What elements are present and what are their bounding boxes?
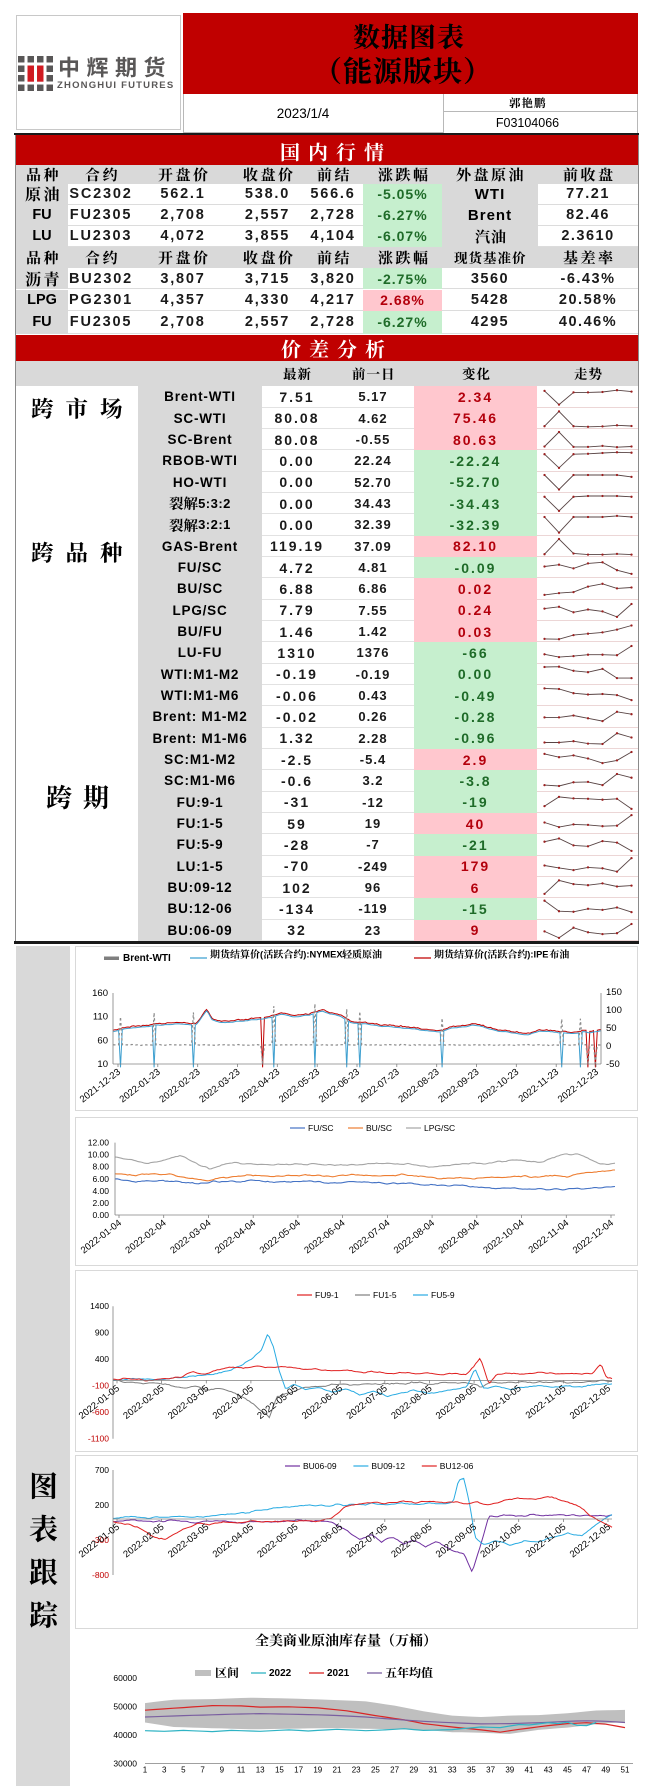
svg-text:FU1-5: FU1-5 [373, 1290, 397, 1300]
svg-text:17: 17 [294, 1766, 303, 1775]
svg-text:-600: -600 [92, 1407, 109, 1417]
svg-text:100: 100 [606, 1005, 622, 1016]
svg-text:-300: -300 [92, 1535, 109, 1545]
svg-text:37: 37 [486, 1766, 495, 1775]
svg-text:):NYMEX: ):NYMEX [303, 950, 343, 960]
svg-text:15: 15 [275, 1766, 284, 1775]
svg-text:43: 43 [544, 1766, 553, 1775]
svg-text:0.00: 0.00 [92, 1210, 109, 1220]
svg-text:1400: 1400 [90, 1301, 109, 1311]
svg-text:(: ( [260, 950, 264, 960]
svg-text:12.00: 12.00 [88, 1138, 110, 1148]
svg-text:160: 160 [92, 988, 108, 999]
svg-text:200: 200 [95, 1500, 109, 1510]
svg-text:9: 9 [220, 1766, 225, 1775]
svg-text:FU9-1: FU9-1 [315, 1290, 339, 1300]
svg-text:110: 110 [93, 1012, 108, 1023]
svg-text:25: 25 [371, 1766, 380, 1775]
svg-text:BU/SC: BU/SC [366, 1123, 392, 1133]
svg-text:35: 35 [467, 1766, 476, 1775]
svg-text:(: ( [484, 950, 488, 960]
svg-text:LPG/SC: LPG/SC [424, 1123, 455, 1133]
svg-text:31: 31 [429, 1766, 438, 1775]
svg-text:900: 900 [95, 1328, 109, 1338]
svg-text:3: 3 [162, 1766, 167, 1775]
svg-text:Brent-WTI: Brent-WTI [123, 953, 171, 964]
svg-text:7: 7 [200, 1766, 205, 1775]
svg-text:4.00: 4.00 [92, 1186, 109, 1196]
svg-text:30000: 30000 [113, 1759, 137, 1769]
svg-text:0: 0 [606, 1041, 611, 1052]
svg-text:49: 49 [601, 1766, 610, 1775]
svg-text:27: 27 [390, 1766, 399, 1775]
svg-text:-800: -800 [92, 1570, 109, 1580]
svg-text:700: 700 [95, 1465, 109, 1475]
svg-text:2021: 2021 [327, 1668, 350, 1679]
svg-text:40000: 40000 [113, 1730, 137, 1740]
svg-text:150: 150 [606, 987, 622, 998]
svg-text:1: 1 [143, 1766, 148, 1775]
svg-text:BU12-06: BU12-06 [440, 1461, 474, 1471]
svg-text:13: 13 [256, 1766, 265, 1775]
svg-text:-50: -50 [606, 1059, 620, 1070]
svg-text:39: 39 [505, 1766, 514, 1775]
svg-text:FU5-9: FU5-9 [431, 1290, 455, 1300]
svg-text:-100: -100 [92, 1381, 109, 1391]
svg-text:33: 33 [448, 1766, 457, 1775]
svg-text:2.00: 2.00 [92, 1198, 109, 1208]
svg-text:60000: 60000 [113, 1673, 137, 1683]
svg-text:60: 60 [97, 1035, 108, 1046]
svg-text:6.00: 6.00 [92, 1174, 109, 1184]
svg-text:BU09-12: BU09-12 [371, 1461, 405, 1471]
svg-text:400: 400 [95, 1354, 109, 1364]
svg-text:2022: 2022 [269, 1668, 292, 1679]
svg-text:47: 47 [582, 1766, 591, 1775]
svg-text:11: 11 [237, 1766, 246, 1775]
svg-text:41: 41 [525, 1766, 534, 1775]
svg-text:10: 10 [97, 1059, 108, 1070]
svg-text:8.00: 8.00 [92, 1162, 109, 1172]
svg-text:51: 51 [621, 1766, 630, 1775]
svg-text:19: 19 [313, 1766, 322, 1775]
svg-text:29: 29 [409, 1766, 418, 1775]
svg-text:-1100: -1100 [88, 1434, 109, 1444]
svg-text:21: 21 [333, 1766, 342, 1775]
svg-text:FU/SC: FU/SC [308, 1123, 334, 1133]
svg-text:50000: 50000 [113, 1702, 137, 1712]
svg-text:BU06-09: BU06-09 [303, 1461, 337, 1471]
svg-text:45: 45 [563, 1766, 572, 1775]
svg-text:50: 50 [606, 1023, 617, 1034]
svg-text:23: 23 [352, 1766, 361, 1775]
svg-text:10.00: 10.00 [88, 1150, 110, 1160]
svg-text:5: 5 [181, 1766, 186, 1775]
svg-text:):IPE: ):IPE [527, 950, 548, 960]
